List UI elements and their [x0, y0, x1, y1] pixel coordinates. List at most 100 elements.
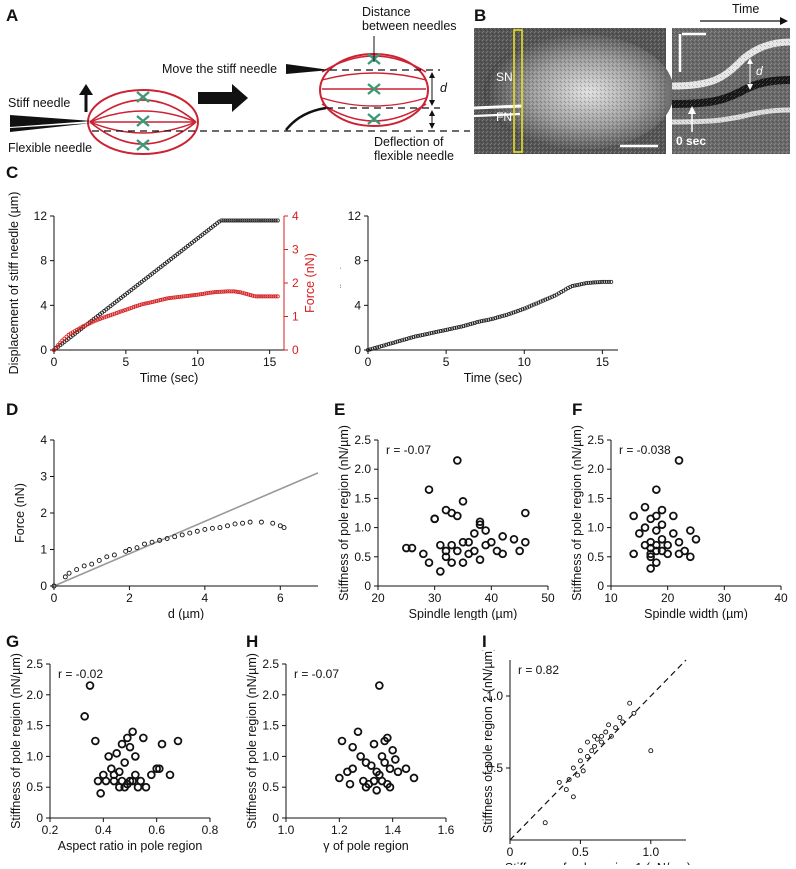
series-marker — [543, 297, 548, 302]
data-point — [470, 529, 479, 538]
data-point — [680, 546, 689, 556]
data-point — [194, 528, 200, 534]
series-marker — [215, 290, 220, 295]
data-point — [157, 537, 163, 543]
series-marker — [590, 280, 595, 285]
y-tick-label: 0.5 — [262, 780, 279, 794]
data-point — [498, 549, 507, 559]
data-point — [62, 574, 68, 580]
series-marker — [386, 342, 391, 347]
data-point — [458, 497, 468, 506]
series-marker — [379, 344, 384, 349]
y-tick-label: 0 — [354, 343, 361, 357]
series-marker — [148, 300, 153, 305]
series-marker — [121, 308, 126, 313]
data-point — [407, 543, 417, 553]
data-point — [385, 782, 395, 792]
series-marker — [459, 324, 464, 329]
data-point — [509, 534, 519, 544]
series-marker — [470, 321, 475, 326]
series-marker — [384, 342, 389, 347]
panel-b-micrographs: SN FN 0 sec d — [473, 28, 791, 154]
data-point — [663, 549, 672, 559]
data-point — [126, 547, 132, 552]
series-marker — [370, 346, 375, 351]
series-marker — [436, 329, 441, 334]
series-marker — [263, 218, 268, 223]
data-point — [584, 754, 590, 759]
y2-tick-label: 0 — [292, 343, 299, 357]
series-marker — [538, 299, 543, 304]
series-marker — [164, 296, 169, 301]
series-marker — [265, 294, 270, 299]
series-marker — [431, 330, 436, 335]
series-marker — [534, 301, 539, 306]
data-point — [627, 700, 633, 706]
x-tick-label: 5 — [443, 355, 450, 369]
y-tick-label: 0 — [364, 579, 371, 593]
x-axis-label: d (µm) — [168, 607, 204, 620]
series-marker — [227, 218, 232, 223]
series-marker — [497, 314, 502, 319]
data-point — [131, 752, 140, 761]
data-point — [580, 768, 586, 774]
data-point — [563, 787, 569, 793]
series-marker — [240, 218, 245, 223]
y-tick-label: 1.0 — [587, 521, 604, 535]
panel-letter-g: G — [6, 632, 20, 651]
distance-label-line1: Distance — [362, 5, 411, 19]
series-marker — [229, 289, 234, 294]
data-point — [629, 549, 638, 559]
y-tick-label: 0 — [40, 579, 47, 593]
x-tick-label: 1.0 — [642, 845, 659, 859]
series-marker — [258, 218, 263, 223]
y-tick-label: 2.0 — [587, 462, 604, 476]
data-point — [247, 519, 253, 525]
x-tick-label: 40 — [774, 591, 788, 605]
data-point — [498, 532, 507, 541]
x-tick-label: 4 — [202, 591, 209, 605]
distance-label: Distance between needles — [362, 5, 457, 33]
series-marker — [597, 280, 602, 285]
series-marker — [393, 340, 398, 345]
panel-letter-h: H — [246, 632, 259, 651]
series-marker — [529, 303, 534, 308]
data-point — [599, 739, 604, 745]
series-marker — [502, 313, 507, 318]
series-marker — [127, 306, 132, 311]
series-marker — [256, 218, 261, 223]
y-tick-label: 3 — [40, 470, 47, 484]
schematic-drawing — [10, 36, 470, 155]
y-tick-label: 2.0 — [354, 462, 371, 476]
series-marker — [250, 218, 255, 223]
series-marker — [463, 323, 468, 328]
series-marker — [265, 218, 270, 223]
y-tick-label: 4 — [40, 298, 47, 312]
series-marker — [229, 218, 234, 223]
x-tick-label: 2 — [126, 591, 133, 605]
data-point — [104, 554, 110, 560]
data-point — [173, 736, 183, 746]
series-marker — [447, 327, 452, 332]
spindle-before — [87, 89, 199, 155]
panel-letter-a: A — [6, 6, 19, 25]
correlation-annotation: r = -0.038 — [619, 443, 671, 457]
series-marker — [504, 312, 509, 317]
scatter-points — [51, 519, 287, 589]
data-point — [136, 776, 145, 786]
x-tick-label: 10 — [191, 355, 205, 369]
data-point — [128, 727, 137, 737]
y-tick-label: 1.5 — [26, 719, 43, 733]
data-point — [134, 545, 140, 551]
spindle-after — [319, 53, 429, 127]
plot-d: 0 2 4 6 0 1 2 3 4 d (µm) Force (nN) — [13, 433, 319, 620]
series-marker — [137, 302, 142, 307]
series-marker — [235, 218, 240, 223]
series-marker — [391, 340, 396, 345]
y-tick-label: 2.5 — [354, 433, 371, 447]
series-marker — [267, 218, 272, 223]
data-point — [464, 537, 473, 547]
series-marker — [110, 312, 115, 317]
series-marker — [413, 334, 418, 339]
series-marker — [547, 295, 552, 300]
